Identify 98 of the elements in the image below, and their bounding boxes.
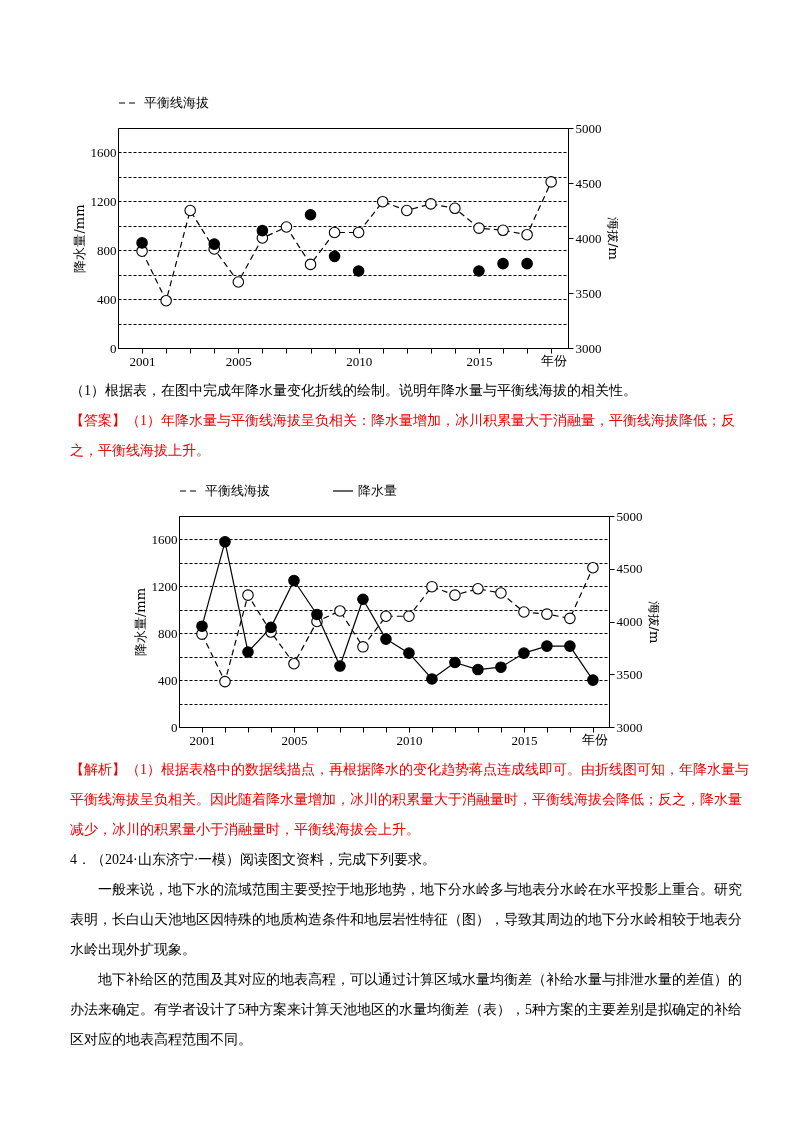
legend-label: 降水量 (358, 483, 397, 498)
point (497, 257, 509, 270)
point (380, 633, 392, 645)
point (311, 608, 323, 621)
point (518, 647, 530, 659)
y-tick-label: 800 (97, 242, 117, 258)
x-tick-label: 2010 (346, 353, 373, 369)
y-tick-label: 800 (158, 625, 178, 641)
point (196, 620, 208, 632)
text: 地下补给区的范围及其对应的地表高程，可以通过计算区域水量均衡差（补给水量与排泄水量的差值）的办法来确定。有学者设计了5种方案来计算天池地区的水量均衡差（表），5种方案的主要差别是拟确定的补给区对应的地表高程范围不同。 (70, 971, 743, 1049)
point (304, 258, 317, 271)
point (334, 660, 346, 672)
point (518, 606, 530, 618)
point (403, 610, 415, 623)
point (426, 673, 438, 685)
point (219, 675, 231, 688)
text: （1）根据表，在图中完成年降水量变化折线的绘制。说明年降水量与平衡线海拔的相关性。 (70, 382, 638, 400)
y-tick-label: 400 (97, 291, 117, 307)
point (472, 583, 484, 595)
point (400, 204, 413, 217)
point (256, 224, 269, 237)
point (587, 674, 599, 686)
point (242, 589, 254, 601)
point (564, 612, 576, 625)
point (184, 204, 196, 217)
point (545, 176, 557, 188)
point (426, 580, 438, 593)
point (265, 621, 277, 634)
y2-tick-label: 3000 (575, 340, 602, 356)
x-tick-label: 2001 (129, 353, 156, 369)
x-axis-title: 年份 (540, 352, 567, 368)
y2-tick-label: 3500 (575, 285, 602, 301)
point (219, 536, 231, 548)
point (449, 589, 461, 601)
point (288, 657, 300, 670)
point (288, 574, 300, 587)
text: 【解析】（1）根据表格中的数据线描点，再根据降水的变化趋势蒋点连成线即可。由折线图可知，年降水量与平衡线海拔呈负相关。因此随着降水量增加，冰川的积累量大于消融量时，平衡线海拔会降低；反之，降水量减少，冰川的积累量小于消融量时，平衡线海拔会上升。 (70, 761, 750, 839)
point (495, 587, 507, 599)
point (497, 224, 509, 237)
y-tick-label: 0 (110, 340, 117, 356)
y-axis-title: 降水量/mm (71, 204, 87, 273)
y2-tick-label: 3000 (616, 719, 643, 735)
text: 4．（2024·山东济宁·一模）阅读图文资料，完成下列要求。 (70, 851, 438, 869)
y2-tick-label: 4000 (575, 230, 602, 246)
point (425, 198, 437, 210)
point (352, 265, 365, 277)
point (208, 238, 221, 250)
point (541, 640, 553, 652)
y-tick-label: 1600 (90, 144, 117, 160)
point (564, 640, 576, 652)
point (449, 202, 461, 215)
x-tick-label: 2015 (511, 732, 538, 748)
point (449, 656, 461, 669)
point (328, 250, 341, 263)
point (328, 226, 341, 239)
point (380, 610, 392, 623)
y2-tick-label: 4500 (575, 175, 602, 191)
y-tick-label: 0 (171, 719, 178, 735)
legend-label: 平衡线海拔 (144, 95, 209, 110)
x-tick-label: 2005 (281, 732, 308, 748)
y2-tick-label: 4000 (616, 614, 643, 629)
point (334, 605, 346, 617)
point (473, 222, 485, 234)
y-axis-title: 降水量/mm (132, 587, 148, 657)
point (521, 257, 533, 270)
point (472, 663, 484, 676)
point (304, 208, 317, 221)
point (357, 593, 369, 606)
point (280, 221, 293, 233)
y-tick-label: 1600 (151, 531, 178, 547)
point (136, 237, 148, 249)
point (587, 561, 599, 574)
x-tick-label: 2001 (189, 732, 216, 748)
y-tick-label: 1200 (90, 193, 117, 209)
point (403, 647, 415, 659)
point (160, 294, 172, 307)
x-tick-label: 2015 (466, 353, 493, 369)
point (521, 228, 533, 241)
y-tick-label: 400 (158, 672, 178, 688)
point (357, 641, 369, 653)
x-tick-label: 2010 (396, 732, 423, 748)
text: 一般来说，地下水的流域范围主要受控于地形地势，地下分水岭多与地表分水岭在水平投影上重合。研究表明，长白山天池地区因特殊的地质构造条件和地层岩性特征（图），导致其周边的地下分水岭相较于地表分水岭出现外扩现象。 (70, 881, 743, 959)
y2-tick-label: 4500 (616, 561, 643, 577)
point (352, 226, 365, 239)
legend-label: 平衡线海拔 (205, 483, 270, 498)
point (473, 265, 485, 277)
point (232, 276, 245, 288)
x-axis-title: 年份 (581, 731, 608, 747)
y-tick-label: 1200 (151, 578, 178, 594)
point (376, 195, 389, 208)
text: 【答案】（1）年降水量与平衡线海拔呈负相关：降水量增加，冰川积累量大于消融量，平衡线海拔降低；反之，平衡线海拔上升。 (70, 412, 736, 460)
y2-tick-label: 5000 (616, 508, 643, 524)
point (495, 661, 507, 673)
y2-tick-label: 3500 (616, 666, 643, 682)
x-tick-label: 2005 (225, 353, 252, 369)
y2-tick-label: 5000 (575, 120, 602, 136)
point (541, 608, 553, 620)
point (242, 646, 254, 658)
